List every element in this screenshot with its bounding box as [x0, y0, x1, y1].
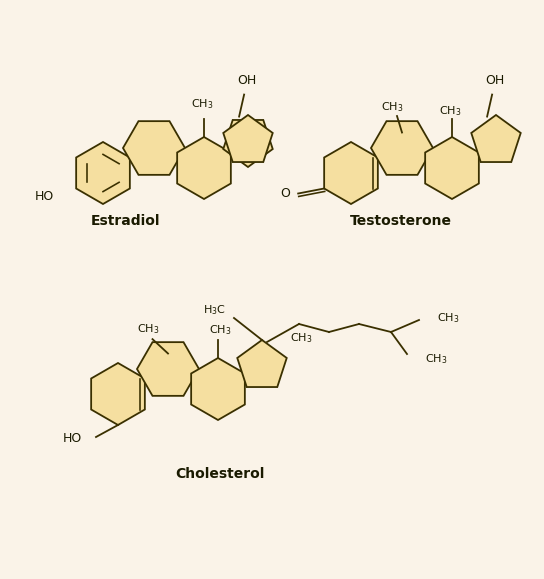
Polygon shape [191, 358, 245, 420]
Text: CH$_3$: CH$_3$ [437, 311, 460, 325]
Polygon shape [123, 121, 185, 175]
Text: HO: HO [63, 433, 82, 445]
Polygon shape [425, 137, 479, 199]
Text: OH: OH [238, 74, 257, 87]
Text: Testosterone: Testosterone [350, 214, 452, 228]
Text: CH$_3$: CH$_3$ [209, 323, 231, 337]
Text: CH$_3$: CH$_3$ [381, 100, 403, 114]
Text: CH$_3$: CH$_3$ [425, 352, 448, 366]
Text: H$_3$C: H$_3$C [203, 303, 226, 317]
Polygon shape [237, 340, 287, 387]
Polygon shape [471, 115, 521, 162]
Polygon shape [91, 363, 145, 425]
Polygon shape [76, 142, 130, 204]
Polygon shape [137, 342, 199, 396]
Text: O: O [280, 187, 290, 200]
Polygon shape [324, 142, 378, 204]
Text: HO: HO [35, 190, 54, 203]
Text: CH$_3$: CH$_3$ [191, 97, 213, 111]
Polygon shape [177, 137, 231, 199]
Polygon shape [223, 115, 273, 162]
Text: OH: OH [485, 74, 505, 87]
Text: CH$_3$: CH$_3$ [290, 331, 312, 345]
Text: CH$_3$: CH$_3$ [439, 104, 461, 118]
Polygon shape [371, 121, 433, 175]
Text: CH$_3$: CH$_3$ [137, 323, 160, 336]
Text: Estradiol: Estradiol [90, 214, 160, 228]
Polygon shape [223, 120, 273, 167]
Text: Cholesterol: Cholesterol [175, 467, 265, 481]
